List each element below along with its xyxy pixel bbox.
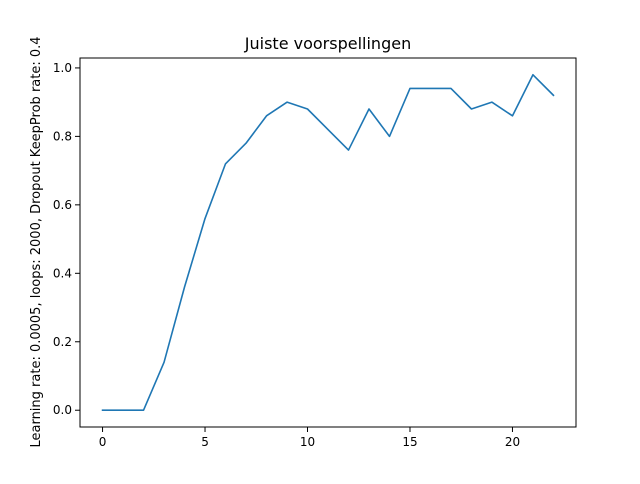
y-tick-label: 0.0 [53,403,72,417]
data-point [389,135,391,137]
data-point [143,409,145,411]
y-tick-label: 0.2 [53,335,72,349]
y-tick-label: 1.0 [53,61,72,75]
data-point [184,286,186,288]
y-tick-label: 0.6 [53,198,72,212]
data-point [204,218,206,220]
data-point [553,94,555,96]
data-point [225,163,227,165]
data-point [307,108,309,110]
data-point [266,115,268,117]
data-point [286,101,288,103]
x-tick-label: 0 [99,435,107,449]
data-point [368,108,370,110]
data-point [102,409,104,411]
data-point [122,409,124,411]
data-point [450,88,452,90]
y-tick-label: 0.8 [53,129,72,143]
y-tick-label: 0.4 [53,266,72,280]
series-layer [101,73,555,412]
data-point [430,88,432,90]
x-tick-label: 20 [505,435,520,449]
data-point [348,149,350,151]
data-point [491,101,493,103]
chart-title: Juiste voorspellingen [244,34,411,53]
x-tick-label: 10 [300,435,315,449]
data-point [327,129,329,131]
x-tick-label: 5 [201,435,209,449]
data-point [532,74,534,76]
axis-ticks: 0 5 10 15 20 0.0 0.2 0.4 0.6 0.8 1.0 [53,61,520,449]
data-point [471,108,473,110]
x-tick-label: 15 [402,435,417,449]
series-line-0 [101,73,555,412]
y-axis-label: Learning rate: 0.0005, loops: 2000, Drop… [29,36,44,447]
data-point [245,142,247,144]
data-point [512,115,514,117]
plot-area-frame [79,57,577,428]
data-point [409,88,411,90]
data-point [163,361,165,363]
